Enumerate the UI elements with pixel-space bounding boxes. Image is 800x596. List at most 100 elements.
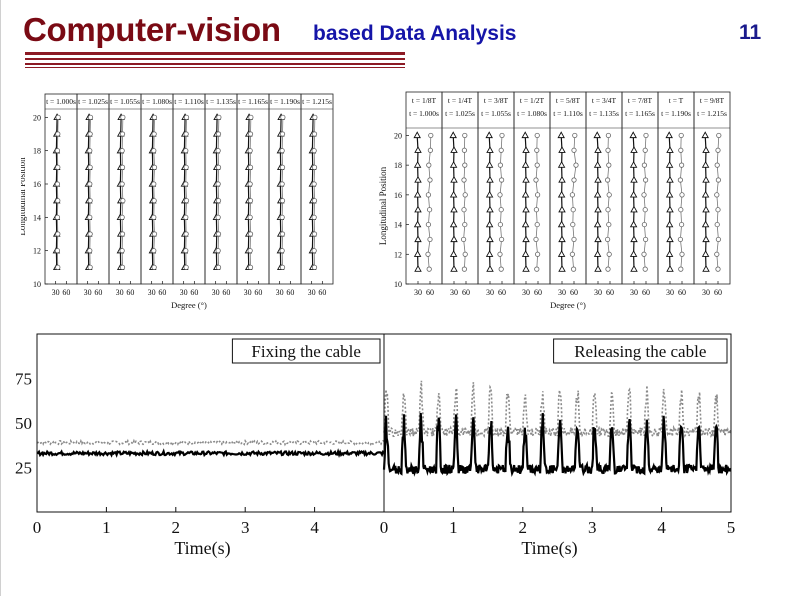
x-tick-label: 60	[678, 288, 686, 297]
circle-marker	[534, 162, 540, 168]
y-tick-label: 10	[33, 280, 41, 289]
circle-marker	[119, 181, 125, 187]
subplot-label: t = 1.135s	[206, 97, 236, 106]
circle-marker	[714, 221, 720, 228]
x-tick-label: 30	[52, 288, 60, 297]
circle-marker	[183, 214, 189, 220]
subplot: t = T t = 1.190s 30 60	[657, 91, 695, 297]
circle-marker	[183, 164, 189, 170]
subplot-label: t = 7/8T	[628, 96, 653, 105]
circle-marker	[151, 214, 157, 220]
circle-marker	[499, 177, 505, 183]
circle-marker	[87, 181, 93, 187]
circle-marker	[183, 181, 189, 187]
triangle-marker	[485, 190, 494, 198]
circle-marker	[427, 177, 433, 183]
x-tick-label: 60	[158, 288, 166, 297]
triangle-marker	[702, 175, 710, 183]
subplot-frame	[108, 93, 142, 285]
triangle-marker	[413, 250, 422, 257]
subplot-label: t = 1.055s	[481, 109, 511, 118]
subplot: t = 1.165s 30 60	[236, 93, 270, 297]
circle-marker	[678, 266, 684, 272]
subplot: t = 1.190s 30 60	[268, 93, 302, 297]
circle-marker	[311, 148, 317, 154]
circle-marker	[679, 251, 685, 257]
circle-marker	[642, 177, 649, 183]
circle-marker	[641, 221, 647, 228]
triangle-marker	[702, 235, 710, 243]
triangle-marker	[666, 235, 674, 243]
triangle-marker	[522, 146, 530, 153]
series-line	[643, 135, 647, 270]
circle-marker	[151, 248, 157, 254]
subplot-label: t = 3/8T	[484, 96, 509, 105]
circle-marker	[151, 114, 158, 120]
subplot-frame	[236, 93, 270, 285]
circle-marker	[425, 251, 431, 257]
triangle-marker	[414, 146, 422, 153]
series-line	[716, 135, 720, 270]
y-tick-label: 20	[33, 113, 41, 122]
subplot-frame	[44, 93, 78, 285]
triangle-marker	[449, 250, 458, 257]
circle-marker	[573, 162, 579, 168]
series-line	[153, 117, 155, 268]
triangle-marker	[630, 265, 638, 272]
series-line	[488, 135, 491, 270]
series-line	[499, 135, 503, 270]
circle-marker	[55, 198, 61, 204]
circle-marker	[715, 236, 721, 243]
subplot-label: t = 1/8T	[412, 96, 437, 105]
triangle-marker	[450, 146, 458, 153]
circle-marker	[425, 221, 432, 228]
triangle-marker	[701, 250, 710, 257]
triangle-marker	[413, 131, 421, 139]
circle-marker	[248, 114, 254, 120]
circle-marker	[715, 266, 721, 272]
series-line	[632, 135, 635, 270]
triangle-marker	[449, 131, 457, 139]
circle-marker	[605, 266, 611, 272]
x-tick-label: 60	[462, 288, 470, 297]
circle-marker	[55, 131, 61, 137]
y-tick-label: 16	[394, 191, 402, 200]
series-solid	[382, 412, 732, 478]
circle-marker	[606, 192, 612, 198]
circle-marker	[534, 147, 540, 153]
x-tick-label: 30	[522, 288, 530, 297]
x-tick-label: 60	[126, 288, 134, 297]
x-axis-label: Time(s)	[521, 538, 577, 559]
circle-marker	[215, 248, 221, 254]
circle-marker	[151, 131, 157, 137]
circle-marker	[461, 266, 468, 272]
circle-marker	[55, 114, 61, 120]
x-tick-label: 30	[486, 288, 494, 297]
triangle-marker	[521, 250, 530, 257]
subplot: t = 1.080s 30 60	[140, 93, 174, 297]
circle-marker	[570, 221, 576, 228]
triangle-marker	[485, 250, 494, 257]
circle-marker	[535, 251, 541, 257]
circle-marker	[279, 148, 285, 154]
triangle-marker	[522, 235, 530, 243]
circle-marker	[498, 147, 504, 153]
circle-marker	[311, 181, 317, 187]
subplot: t = 1.055s 30 60	[108, 93, 142, 297]
circle-marker	[279, 214, 285, 220]
subplot-frame	[172, 93, 206, 285]
triangle-marker	[486, 175, 494, 183]
subplot-label: t = T	[669, 96, 684, 105]
subplot: t = 1.000s 30 60	[44, 93, 78, 297]
subplot-label: t = 1.025s	[78, 97, 108, 106]
triangle-marker	[450, 205, 458, 213]
circle-marker	[183, 231, 189, 237]
circle-marker	[183, 264, 189, 270]
circle-marker	[678, 147, 684, 153]
circle-marker	[533, 177, 539, 183]
triangle-marker	[593, 161, 602, 168]
circle-marker	[279, 248, 285, 254]
circle-marker	[216, 114, 222, 120]
y-tick-label: 75	[15, 370, 32, 389]
subplot-label: t = 1.055s	[110, 97, 140, 106]
